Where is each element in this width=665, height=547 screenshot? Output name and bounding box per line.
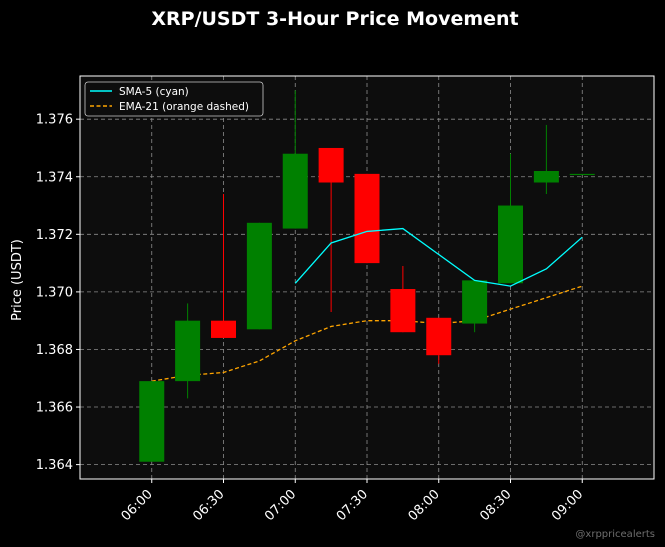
candle-body [498,205,523,284]
legend: SMA-5 (cyan) EMA-21 (orange dashed) [84,81,264,117]
candle-body [246,222,272,330]
candle-body [354,173,380,264]
y-tick-label: 1.374 [36,170,73,185]
legend-sma-label: SMA-5 (cyan) [119,86,189,98]
ema-line [151,285,583,382]
candle-body [175,320,201,382]
candle-body [533,170,559,183]
legend-box [84,81,264,117]
ema-series [151,285,583,382]
candle-body [282,153,308,229]
candle-body [462,280,488,324]
watermark: @xrppricealerts [575,529,655,540]
candle-body [318,147,344,183]
y-tick-label: 1.368 [36,343,73,358]
y-axis-label: Price (USDT) [10,239,25,321]
y-tick-label: 1.376 [36,113,73,128]
sma-line [294,227,583,287]
candle-body [390,289,416,333]
candles [139,90,595,462]
y-axis-ticks: 1.364 1.366 1.368 1.370 1.372 1.374 1.376 [36,113,80,473]
candle-body [426,317,452,356]
y-tick-label: 1.366 [36,401,73,416]
y-tick-label: 1.364 [36,458,73,473]
candle-body [139,381,165,462]
sma-series [294,227,583,287]
candle-body [569,173,595,176]
legend-ema-label: EMA-21 (orange dashed) [119,101,249,113]
plot-area [80,76,654,479]
candle-body [211,320,236,338]
y-tick-label: 1.372 [36,228,73,243]
y-tick-label: 1.370 [36,285,73,300]
chart-title: XRP/USDT 3-Hour Price Movement [151,8,518,30]
